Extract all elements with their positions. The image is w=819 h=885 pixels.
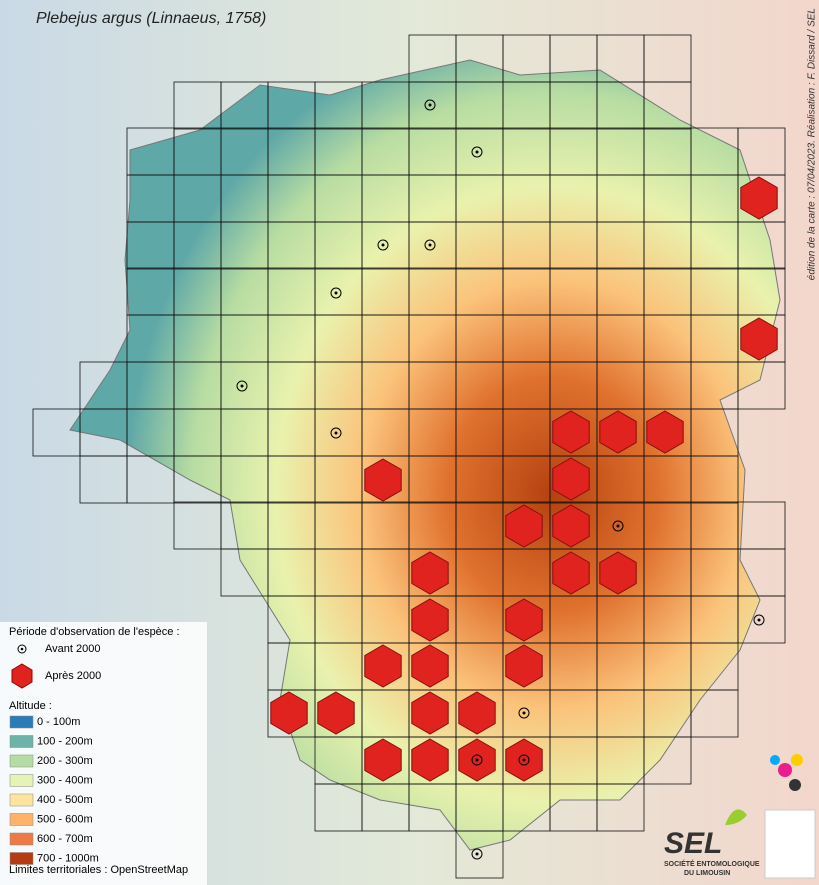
observation-before-2000 bbox=[612, 520, 624, 532]
grid-cell bbox=[690, 455, 739, 504]
grid-cell bbox=[643, 81, 692, 130]
observation-dot-center bbox=[240, 384, 244, 388]
observation-dot-center bbox=[334, 431, 338, 435]
altitude-label: 700 - 1000m bbox=[37, 852, 99, 864]
observation-before-2000 bbox=[236, 380, 248, 392]
grid-cell bbox=[737, 221, 786, 270]
altitude-legend: 0 - 100m 100 - 200m 200 - 300m 300 - 400m 40… bbox=[9, 715, 99, 865]
logo-subtitle-1: SOCIÉTÉ ENTOMOLOGIQUE bbox=[664, 859, 760, 868]
legend-box bbox=[0, 622, 207, 885]
altitude-label: 400 - 500m bbox=[37, 794, 93, 806]
observation-before-2000 bbox=[471, 848, 483, 860]
logo-subtitle-2: DU LIMOUSIN bbox=[684, 870, 730, 877]
altitude-label: 0 - 100m bbox=[37, 716, 80, 728]
observation-dot-center bbox=[428, 243, 432, 247]
observation-after-2000 bbox=[599, 410, 637, 454]
grid-cell bbox=[737, 595, 786, 644]
observation-after-2000 bbox=[364, 644, 402, 688]
legend-before: Avant 2000 bbox=[45, 643, 100, 655]
altitude-label: 500 - 600m bbox=[37, 813, 93, 825]
observation-after-2000 bbox=[364, 738, 402, 782]
legend-period-title: Période d'observation de l'espèce : bbox=[9, 626, 180, 638]
observation-after-2000 bbox=[740, 317, 778, 361]
observation-after-2000 bbox=[411, 738, 449, 782]
observation-after-2000 bbox=[505, 598, 543, 642]
observation-before-2000 bbox=[471, 146, 483, 158]
altitude-label: 600 - 700m bbox=[37, 833, 93, 845]
legend-altitude-title: Altitude : bbox=[9, 700, 52, 712]
grid bbox=[32, 34, 786, 879]
observation-dot-center bbox=[522, 711, 526, 715]
altitude-swatch bbox=[9, 715, 34, 729]
observation-after-2000 bbox=[740, 176, 778, 220]
observation-after-2000 bbox=[646, 410, 684, 454]
observation-after-2000 bbox=[411, 598, 449, 642]
observation-before-2000 bbox=[377, 239, 389, 251]
observation-dot-center bbox=[475, 150, 479, 154]
observation-after-2000 bbox=[599, 551, 637, 595]
observation-after-2000 bbox=[270, 691, 308, 735]
grid-cell bbox=[737, 361, 786, 410]
observation-after-2000 bbox=[552, 551, 590, 595]
legend: Période d'observation de l'espèce : Avan… bbox=[0, 622, 207, 885]
flower-logo bbox=[770, 754, 803, 791]
observation-dot-center bbox=[616, 524, 620, 528]
observation-after-2000 bbox=[411, 551, 449, 595]
observation-dot-center bbox=[334, 291, 338, 295]
observation-after-2000 bbox=[364, 458, 402, 502]
observation-after-2000 bbox=[411, 691, 449, 735]
observation-dot-center bbox=[475, 852, 479, 856]
legend-dot-symbol bbox=[17, 644, 27, 654]
credit: édition de la carte : 07/04/2023. Réalis… bbox=[807, 8, 818, 280]
observation-after-2000 bbox=[552, 457, 590, 501]
observation-dot-center bbox=[428, 103, 432, 107]
grid-cell bbox=[455, 830, 504, 879]
altitude-label: 200 - 300m bbox=[37, 755, 93, 767]
observation-before-2000 bbox=[330, 287, 342, 299]
observation-before-2000 bbox=[753, 614, 765, 626]
altitude-swatch bbox=[9, 774, 34, 787]
observation-after-2000 bbox=[505, 644, 543, 688]
observations bbox=[236, 99, 778, 860]
observation-after-2000 bbox=[552, 504, 590, 548]
region-relief bbox=[69, 59, 781, 851]
logo-name: SEL bbox=[664, 827, 722, 860]
observation-dot-center bbox=[381, 243, 385, 247]
grid-cell bbox=[690, 689, 739, 738]
observation-dot-center bbox=[475, 758, 479, 762]
observation-dot-center bbox=[522, 758, 526, 762]
altitude-label: 300 - 400m bbox=[37, 774, 93, 786]
grid-cell bbox=[596, 783, 645, 832]
observation-before-2000 bbox=[330, 427, 342, 439]
observation-before-2000 bbox=[471, 754, 483, 766]
sel-logo: SEL SOCIÉTÉ ENTOMOLOGIQUE DU LIMOUSIN bbox=[664, 809, 760, 877]
legend-dot-center bbox=[20, 647, 24, 651]
altitude-label: 100 - 200m bbox=[37, 735, 93, 747]
observation-before-2000 bbox=[518, 707, 530, 719]
logo-butterfly bbox=[725, 809, 747, 825]
observation-after-2000 bbox=[505, 504, 543, 548]
grid-cell bbox=[643, 736, 692, 785]
altitude-swatch bbox=[9, 832, 34, 846]
observation-before-2000 bbox=[424, 99, 436, 111]
altitude-swatch bbox=[9, 852, 34, 865]
map-title: Plebejus argus (Linnaeus, 1758) bbox=[36, 10, 266, 27]
legend-after: Après 2000 bbox=[45, 670, 101, 682]
altitude-swatch bbox=[9, 793, 34, 807]
observation-before-2000 bbox=[518, 754, 530, 766]
observation-after-2000 bbox=[411, 644, 449, 688]
altitude-swatch bbox=[9, 735, 34, 748]
observation-dot-center bbox=[757, 618, 761, 622]
partner-logo bbox=[764, 809, 816, 879]
legend-source: Limites territoriales : OpenStreetMap bbox=[9, 864, 188, 876]
observation-before-2000 bbox=[424, 239, 436, 251]
altitude-swatch bbox=[9, 754, 34, 768]
altitude-swatch bbox=[9, 813, 34, 826]
observation-after-2000 bbox=[317, 691, 355, 735]
observation-after-2000 bbox=[552, 410, 590, 454]
legend-hex-symbol bbox=[11, 663, 33, 689]
observation-after-2000 bbox=[458, 691, 496, 735]
